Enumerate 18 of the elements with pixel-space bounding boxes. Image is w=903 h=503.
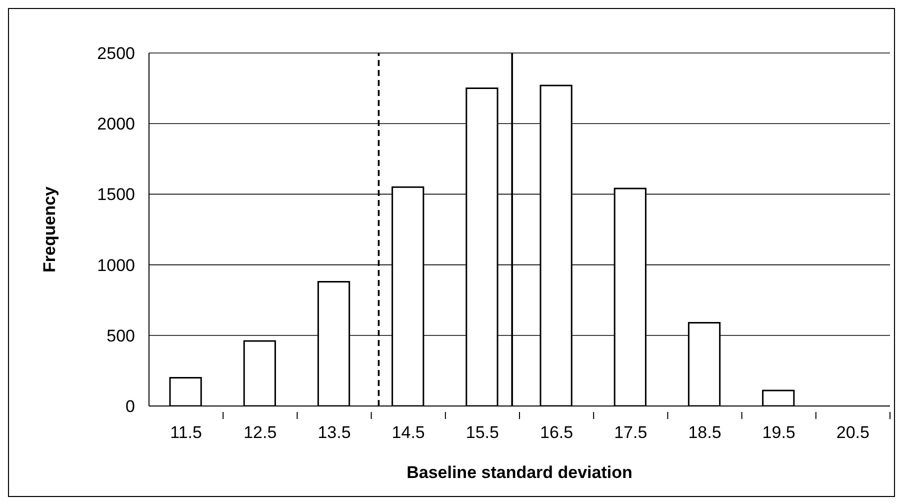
x-tick-label: 19.5 — [762, 423, 796, 442]
x-tick-label: 17.5 — [614, 423, 648, 442]
x-tick-label: 11.5 — [170, 423, 202, 442]
y-tick-label: 1500 — [97, 185, 135, 204]
y-axis-title: Frequency — [40, 186, 60, 272]
x-tick-label: 13.5 — [318, 423, 351, 442]
x-tick-label: 15.5 — [466, 423, 499, 442]
y-tick-label: 500 — [106, 326, 135, 346]
y-tick-label: 2500 — [97, 44, 135, 64]
y-tick-label: 2000 — [97, 114, 135, 134]
x-tick-label: 20.5 — [836, 423, 870, 442]
x-tick-label: 18.5 — [688, 423, 722, 442]
x-tick-label: 12.5 — [244, 423, 277, 442]
x-tick-label: 16.5 — [540, 423, 574, 442]
x-axis-title: Baseline standard deviation — [406, 463, 632, 482]
y-tick-label: 1000 — [97, 256, 135, 275]
y-tick-label: 0 — [126, 397, 135, 416]
x-tick-label: 14.5 — [392, 423, 425, 442]
